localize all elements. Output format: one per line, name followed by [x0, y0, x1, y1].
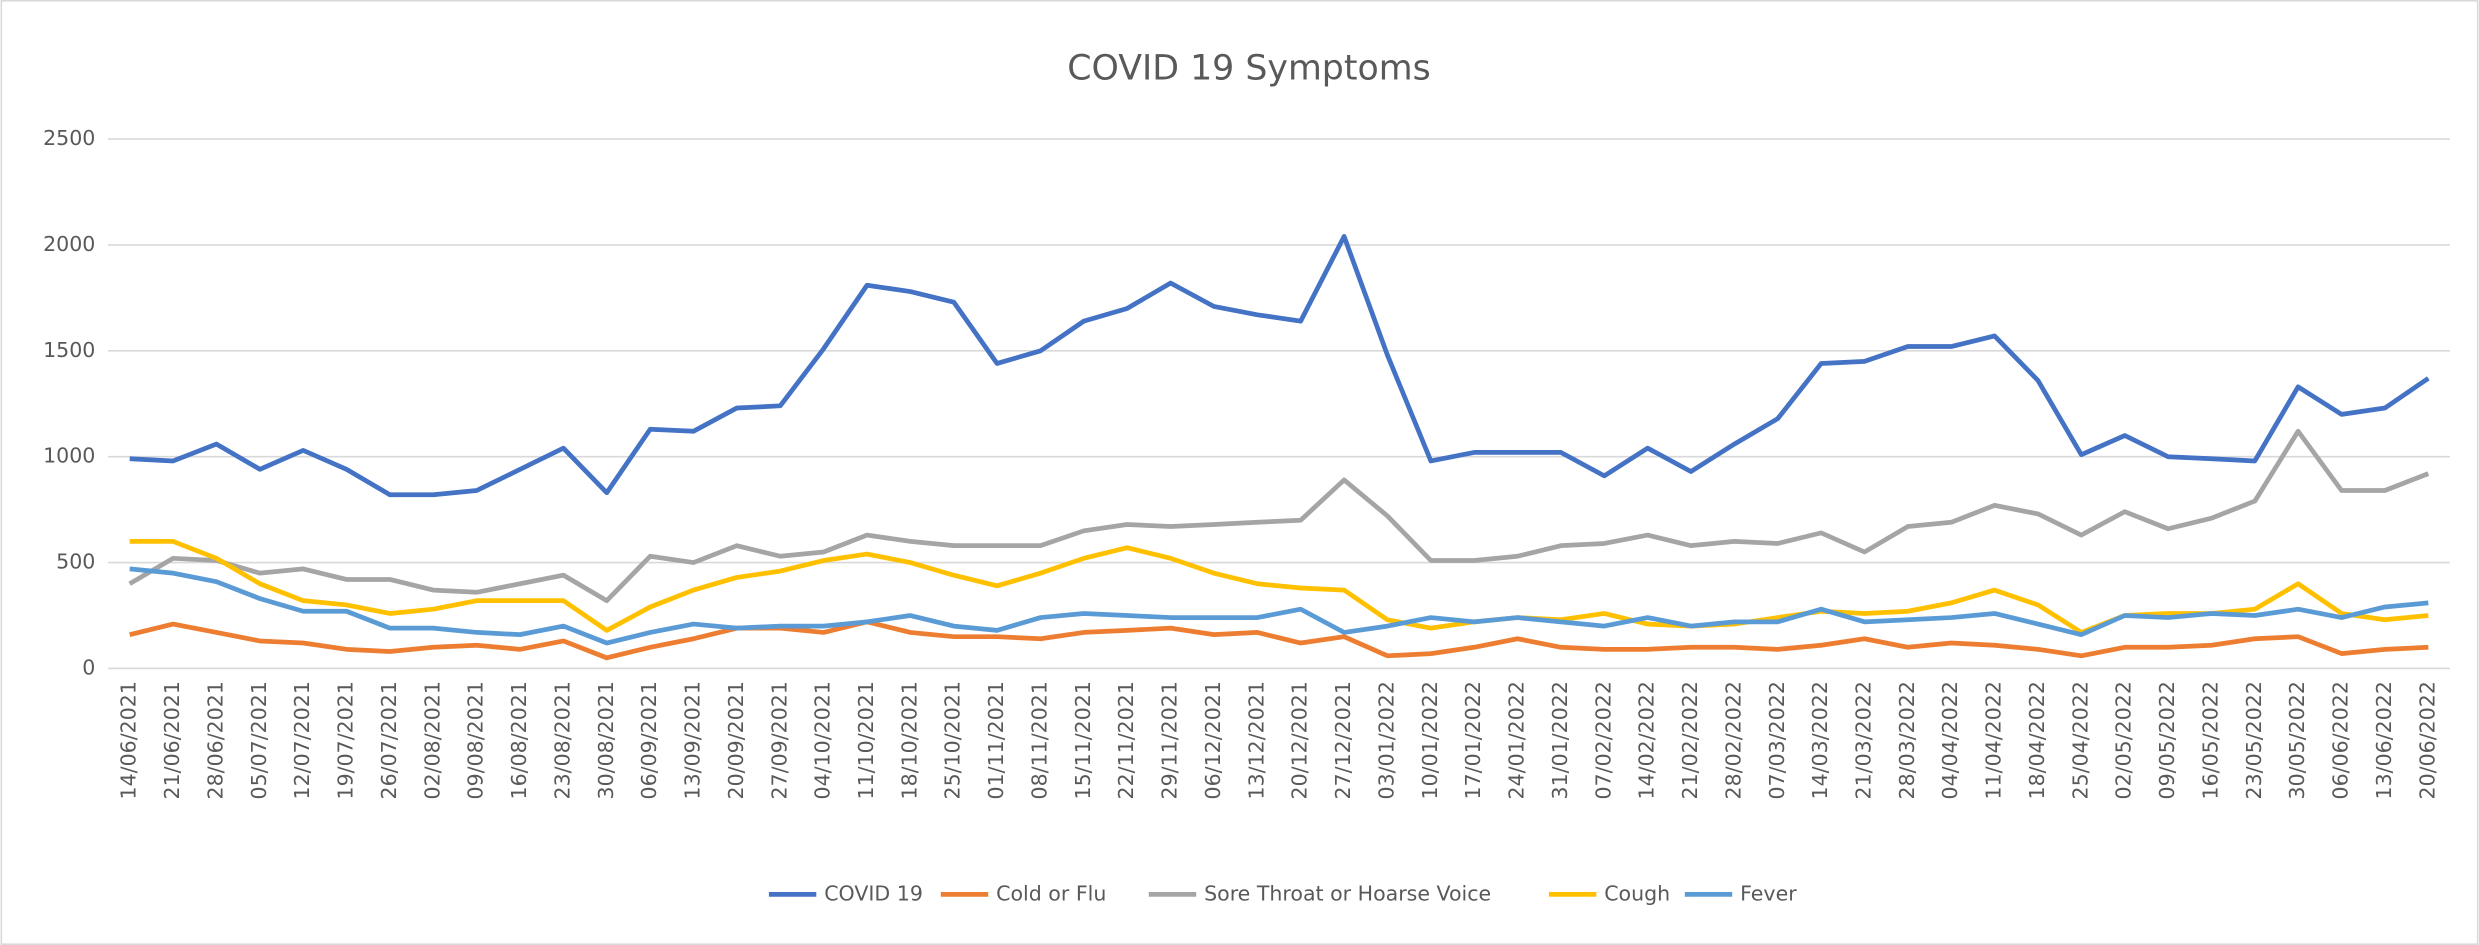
- x-tick-label: 06/12/2021: [1201, 681, 1225, 799]
- y-tick-label: 1000: [43, 444, 95, 468]
- x-tick-label: 28/02/2022: [1721, 681, 1745, 799]
- x-tick-label: 20/06/2022: [2415, 681, 2439, 799]
- legend-label: Cough: [1604, 881, 1670, 905]
- legend-label: COVID 19: [824, 881, 923, 905]
- x-tick-label: 18/10/2021: [897, 681, 921, 799]
- x-tick-label: 13/12/2021: [1244, 681, 1268, 799]
- x-tick-label: 16/05/2022: [2198, 681, 2222, 799]
- x-tick-label: 27/12/2021: [1331, 681, 1355, 799]
- x-tick-label: 21/02/2022: [1678, 681, 1702, 799]
- x-tick-label: 14/02/2022: [1635, 681, 1659, 799]
- x-tick-label: 23/05/2022: [2242, 681, 2266, 799]
- x-tick-label: 09/08/2021: [464, 681, 488, 799]
- x-tick-label: 19/07/2021: [334, 681, 358, 799]
- x-tick-label: 14/03/2022: [1808, 681, 1832, 799]
- x-tick-label: 05/07/2021: [247, 681, 271, 799]
- x-tick-label: 29/11/2021: [1158, 681, 1182, 799]
- line-series: [129, 539, 2429, 635]
- x-tick-label: 14/06/2021: [117, 681, 141, 799]
- y-tick-label: 2500: [43, 126, 95, 150]
- x-tick-label: 28/03/2022: [1895, 681, 1919, 799]
- y-tick-label: 2000: [43, 232, 95, 256]
- x-tick-label: 25/10/2021: [941, 681, 965, 799]
- chart-title: COVID 19 Symptoms: [1067, 49, 1430, 89]
- legend-label: Sore Throat or Hoarse Voice: [1204, 881, 1491, 905]
- x-tick-label: 20/09/2021: [724, 681, 748, 799]
- x-tick-label: 17/01/2022: [1461, 681, 1485, 799]
- x-tick-label: 22/11/2021: [1114, 681, 1138, 799]
- y-tick-label: 1500: [43, 338, 95, 362]
- x-tick-label: 30/08/2021: [594, 681, 618, 799]
- x-tick-label: 01/11/2021: [984, 681, 1008, 799]
- x-tick-label: 02/08/2021: [420, 681, 444, 799]
- x-tick-label: 20/12/2021: [1288, 681, 1312, 799]
- x-tick-label: 16/08/2021: [507, 681, 531, 799]
- x-tick-label: 21/06/2021: [160, 681, 184, 799]
- x-tick-label: 31/01/2022: [1548, 681, 1572, 799]
- x-tick-label: 12/07/2021: [290, 681, 314, 799]
- y-tick-label: 500: [56, 550, 95, 574]
- x-tick-label: 08/11/2021: [1027, 681, 1051, 799]
- x-tick-label: 18/04/2022: [2025, 681, 2049, 799]
- x-tick-label: 13/09/2021: [681, 681, 705, 799]
- x-tick-label: 11/04/2022: [1982, 681, 2006, 799]
- x-tick-label: 30/05/2022: [2285, 681, 2309, 799]
- line-series: [129, 566, 2429, 646]
- x-tick-label: 26/07/2021: [377, 681, 401, 799]
- x-tick-label: 25/04/2022: [2068, 681, 2092, 799]
- x-tick-label: 09/05/2022: [2155, 681, 2179, 799]
- line-series: [129, 619, 2429, 661]
- x-tick-label: 21/03/2022: [1851, 681, 1875, 799]
- x-tick-label: 24/01/2022: [1505, 681, 1529, 799]
- x-tick-label: 02/05/2022: [2112, 681, 2136, 799]
- x-tick-label: 06/06/2022: [2329, 681, 2353, 799]
- x-tick-label: 04/10/2021: [811, 681, 835, 799]
- y-tick-label: 0: [82, 655, 95, 679]
- x-tick-label: 13/06/2022: [2372, 681, 2396, 799]
- x-tick-label: 03/01/2022: [1374, 681, 1398, 799]
- x-tick-label: 07/02/2022: [1591, 681, 1615, 799]
- legend-label: Fever: [1740, 881, 1797, 905]
- x-tick-label: 23/08/2021: [550, 681, 574, 799]
- line-series: [129, 234, 2430, 498]
- x-tick-label: 11/10/2021: [854, 681, 878, 799]
- x-tick-label: 28/06/2021: [203, 681, 227, 799]
- x-tick-label: 10/01/2022: [1418, 681, 1442, 799]
- line-series: [128, 428, 2430, 604]
- x-tick-label: 15/11/2021: [1071, 681, 1095, 799]
- x-tick-label: 07/03/2022: [1765, 681, 1789, 799]
- legend-label: Cold or Flu: [996, 881, 1106, 905]
- x-tick-label: 27/09/2021: [767, 681, 791, 799]
- x-tick-label: 06/09/2021: [637, 681, 661, 799]
- x-tick-label: 04/04/2022: [1938, 681, 1962, 799]
